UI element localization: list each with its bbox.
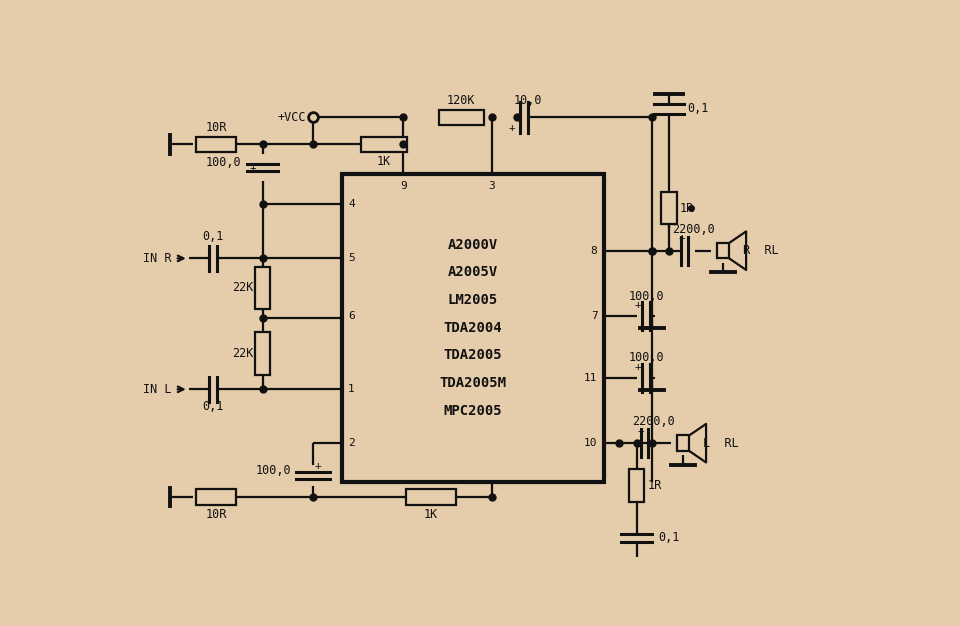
Text: 4: 4 [348,200,355,210]
Text: 7: 7 [590,311,597,321]
Text: 100,0: 100,0 [205,156,241,170]
Text: 0,1: 0,1 [203,230,224,244]
Text: L  RL: L RL [703,437,738,449]
Bar [677,436,689,451]
Text: +: + [635,362,641,372]
Text: TDA2005: TDA2005 [444,349,502,362]
Text: 10: 10 [584,438,597,448]
Text: 0,1: 0,1 [203,400,224,413]
Text: IN R: IN R [143,252,172,265]
Text: MPC2005: MPC2005 [444,404,502,418]
Text: 3: 3 [489,181,495,191]
Text: 0,1: 0,1 [659,531,680,545]
Text: 1K: 1K [423,508,438,521]
Text: 1: 1 [348,384,355,394]
Text: 0,1: 0,1 [687,103,708,116]
Text: +: + [638,426,645,436]
Text: TDA2004: TDA2004 [444,321,502,335]
Text: 10R: 10R [205,121,227,134]
Text: 100,0: 100,0 [255,464,291,476]
Text: 100,0: 100,0 [628,351,663,364]
Bar [196,136,236,152]
Text: 1K: 1K [377,155,392,168]
Text: 10,0: 10,0 [514,94,542,107]
Text: 22K: 22K [232,281,253,294]
Text: 11: 11 [584,372,597,382]
Text: +VCC: +VCC [278,111,306,124]
Bar [254,332,271,374]
Text: 2200,0: 2200,0 [633,415,675,428]
Text: 6: 6 [348,311,355,321]
Text: 100,0: 100,0 [628,290,663,302]
Text: 1R: 1R [680,202,694,215]
Text: 10R: 10R [205,508,227,521]
Text: 5: 5 [348,254,355,264]
Bar [361,136,407,152]
Text: R  RL: R RL [743,244,779,257]
Text: +: + [635,300,641,310]
Text: +: + [250,163,256,173]
Text: A2000V: A2000V [447,237,498,252]
Text: +: + [314,461,321,471]
Bar [342,173,604,481]
Bar [439,110,484,125]
Text: +: + [678,233,684,244]
Bar [406,490,456,505]
Text: 1R: 1R [648,479,661,492]
Text: 120K: 120K [447,94,475,107]
Bar [254,267,271,309]
Text: 8: 8 [590,245,597,255]
Bar [196,490,236,505]
Bar [717,243,730,259]
Text: IN L: IN L [143,382,172,396]
Bar [661,192,677,225]
Text: LM2005: LM2005 [447,293,498,307]
Text: 22K: 22K [232,347,253,359]
Text: A2005V: A2005V [447,265,498,279]
Text: TDA2005M: TDA2005M [440,376,506,390]
Text: 2: 2 [348,438,355,448]
Text: +: + [509,123,516,133]
Text: 2200,0: 2200,0 [672,223,715,235]
Bar [629,470,644,501]
Text: 9: 9 [400,181,407,191]
